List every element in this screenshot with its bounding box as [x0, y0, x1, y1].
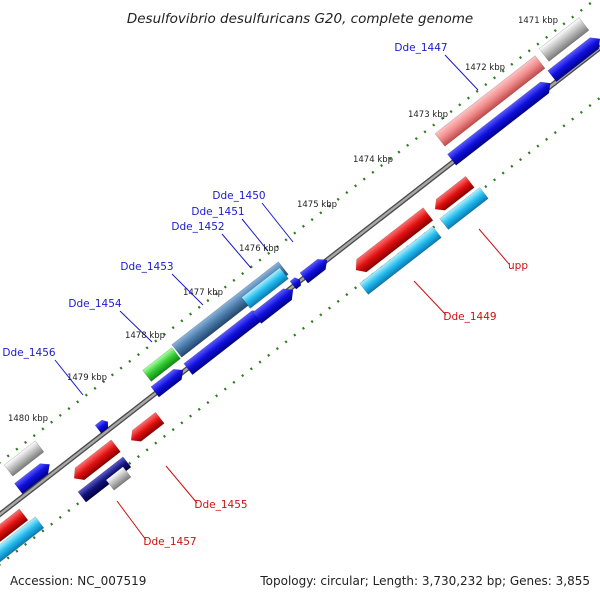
cds-dde-1447[interactable] [447, 78, 555, 166]
cds-dde-1446-grey[interactable] [538, 17, 590, 62]
cds-cyan-bottom[interactable] [0, 516, 45, 567]
gene-labels: Dde_1447 Dde_1450 Dde_1451 Dde_1452 Dde_… [2, 42, 528, 548]
gene-label-dde-1455[interactable]: Dde_1455 [194, 499, 247, 511]
leader-dde-1455 [165, 465, 198, 504]
leader-dde-1452 [221, 233, 252, 269]
tick-label-1477: 1477 kbp [183, 288, 223, 298]
dotted-track-1 [0, 0, 597, 464]
tick-label-1479: 1479 kbp [67, 373, 107, 383]
leader-dde-1449 [413, 280, 447, 316]
cds-dde-1454[interactable] [142, 347, 181, 382]
gene-label-dde-1453[interactable]: Dde_1453 [120, 261, 173, 273]
leader-dde-1453 [171, 273, 204, 306]
cds-dde-1449[interactable] [359, 226, 442, 295]
cds-dde-1450[interactable] [252, 284, 298, 324]
leader-dde-1454 [119, 310, 153, 343]
genome-summary-text: Topology: circular; Length: 3,730,232 bp… [259, 574, 590, 588]
cds-upp[interactable] [439, 187, 489, 230]
cds-grey-left[interactable] [3, 440, 45, 477]
cds-dde-1456[interactable] [150, 365, 187, 398]
leader-dde-1456 [54, 359, 84, 396]
tick-label-1475: 1475 kbp [297, 200, 337, 210]
gene-label-dde-1450[interactable]: Dde_1450 [212, 190, 265, 202]
accession-text: Accession: NC_007519 [10, 574, 146, 588]
label-leaders [54, 54, 510, 541]
tick-labels: 1471 kbp 1472 kbp 1473 kbp 1474 kbp 1475… [8, 16, 558, 424]
tick-label-1471: 1471 kbp [518, 16, 558, 26]
dotted-track-2 [0, 96, 600, 566]
feature-layer [0, 17, 600, 567]
leader-dde-1450 [261, 202, 294, 243]
cds-dde-1455[interactable] [127, 411, 165, 445]
cds-red-bottom[interactable] [0, 508, 29, 546]
gene-label-dde-1452[interactable]: Dde_1452 [171, 221, 224, 233]
cds-blue-left[interactable] [14, 459, 53, 495]
cds-dde-1450c[interactable] [289, 276, 303, 290]
gene-label-dde-1456[interactable]: Dde_1456 [2, 347, 56, 359]
gene-label-upp[interactable]: upp [508, 260, 528, 272]
cds-dde-1450b[interactable] [299, 255, 331, 284]
tick-label-1472: 1472 kbp [465, 63, 505, 73]
leader-dde-1457 [116, 500, 147, 541]
cds-grey-small[interactable] [105, 466, 132, 491]
tick-label-1474: 1474 kbp [353, 155, 393, 165]
leader-dde-1447 [444, 54, 479, 91]
cds-reverse-a[interactable] [351, 207, 434, 277]
gene-label-dde-1447[interactable]: Dde_1447 [394, 42, 447, 54]
tick-label-1478: 1478 kbp [125, 331, 165, 341]
gene-label-dde-1454[interactable]: Dde_1454 [68, 298, 122, 310]
tick-label-1476: 1476 kbp [239, 244, 279, 254]
map-title: Desulfovibrio desulfuricans G20, complet… [127, 11, 473, 27]
cds-reverse-b[interactable] [431, 176, 475, 214]
leader-upp [478, 228, 510, 265]
cds-dde-1452[interactable] [241, 267, 289, 309]
cds-dde-1446[interactable] [547, 33, 600, 82]
cds-dde-1455-small[interactable] [94, 418, 111, 434]
cds-dde-1457[interactable] [70, 439, 121, 484]
gene-label-dde-1457[interactable]: Dde_1457 [143, 536, 196, 548]
tick-label-1480: 1480 kbp [8, 414, 48, 424]
cds-dde-1457b[interactable] [77, 456, 132, 503]
gene-label-dde-1449[interactable]: Dde_1449 [443, 311, 496, 323]
tick-label-1473: 1473 kbp [408, 110, 448, 120]
gene-label-dde-1451[interactable]: Dde_1451 [191, 206, 244, 218]
leader-dde-1451 [241, 218, 269, 252]
cds-dde-1447-highlight[interactable] [434, 55, 546, 147]
